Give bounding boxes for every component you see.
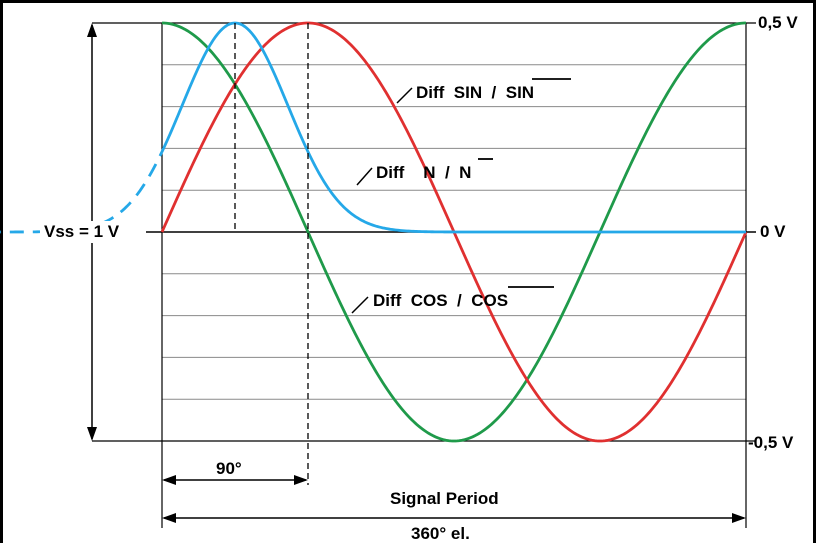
dim-360-arrow-right: [732, 513, 746, 523]
label-360-deg: 360° el.: [411, 524, 470, 543]
vss-arrowhead-bottom: [87, 427, 97, 441]
label-90-deg: 90°: [216, 459, 242, 478]
dim-90-arrow-left: [162, 475, 176, 485]
leader-n: [356, 167, 373, 186]
series-line-n-dashed: [0, 151, 164, 234]
y-tick-zero: 0 V: [760, 222, 786, 241]
leader-cos: [351, 296, 369, 314]
series-line-cos: [161, 21, 747, 443]
series-label-n: Diff N / N: [376, 163, 471, 182]
vss-arrowhead-top: [87, 23, 97, 37]
dim-90-arrow-right: [294, 475, 308, 485]
vss-label: Vss = 1 V: [44, 222, 120, 241]
series-curves: [0, 21, 748, 443]
series-line-n: [160, 21, 746, 234]
dim-360-arrow-left: [162, 513, 176, 523]
y-tick-top: 0,5 V: [758, 13, 798, 32]
series-label-cos: Diff COS / COS: [373, 291, 508, 310]
label-signal-period: Signal Period: [390, 489, 499, 508]
vss-label-bg: [40, 221, 146, 243]
grid-lines: [162, 64, 746, 400]
leader-sin: [396, 87, 413, 104]
markers: [87, 23, 746, 523]
series-label-sin: Diff SIN / SIN: [416, 83, 534, 102]
y-tick-bottom: -0,5 V: [748, 433, 794, 452]
